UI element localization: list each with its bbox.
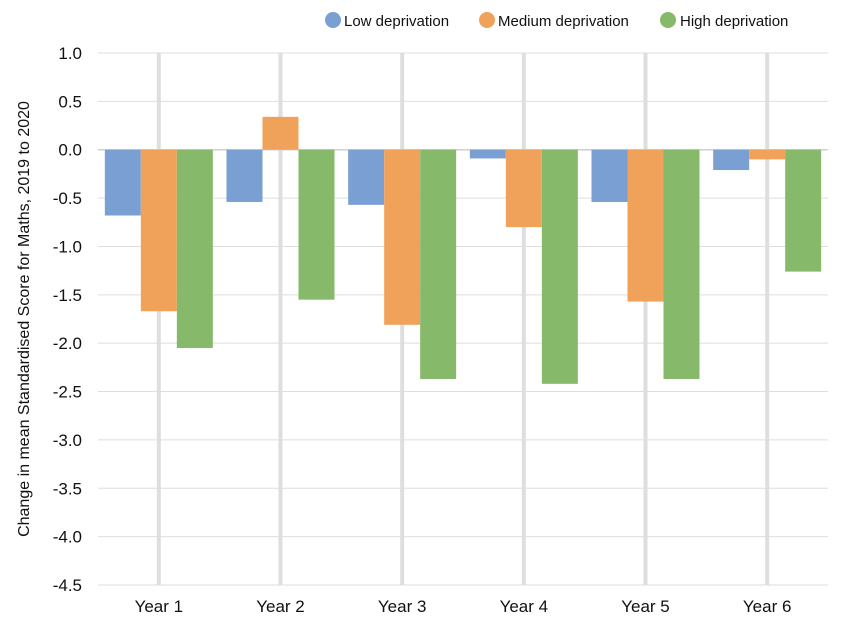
bar-high-deprivation-year-2 [298, 149, 335, 300]
x-category-label: Year 1 [135, 597, 184, 616]
x-category-label: Year 5 [621, 597, 670, 616]
legend-marker-medium-deprivation [479, 12, 495, 28]
bar-high-deprivation-year-6 [785, 149, 822, 272]
y-tick-label: -1.5 [53, 286, 82, 305]
y-tick-label: -3.5 [53, 479, 82, 498]
x-category-label: Year 4 [500, 597, 549, 616]
bar-low-deprivation-year-5 [591, 149, 628, 202]
bar-medium-deprivation-year-6 [749, 149, 786, 160]
bar-low-deprivation-year-6 [713, 149, 750, 171]
legend-label-high-deprivation: High deprivation [680, 13, 788, 30]
bar-medium-deprivation-year-5 [627, 149, 664, 302]
x-category-label: Year 3 [378, 597, 427, 616]
bar-high-deprivation-year-1 [176, 149, 213, 349]
y-tick-label: 1.0 [58, 44, 82, 63]
bar-series [104, 116, 822, 384]
legend-marker-low-deprivation [325, 12, 341, 28]
bar-high-deprivation-year-4 [541, 149, 578, 384]
y-tick-label: 0.5 [58, 92, 82, 111]
y-tick-label: 0.0 [58, 141, 82, 160]
legend-label-low-deprivation: Low deprivation [344, 13, 449, 30]
bar-low-deprivation-year-4 [469, 149, 506, 159]
y-axis-title: Change in mean Standardised Score for Ma… [16, 101, 33, 537]
bar-medium-deprivation-year-2 [262, 116, 299, 150]
y-tick-label: -3.0 [53, 431, 82, 450]
legend-marker-high-deprivation [660, 12, 676, 28]
y-tick-label: -2.5 [53, 383, 82, 402]
y-tick-label: -4.0 [53, 528, 82, 547]
bar-low-deprivation-year-3 [348, 149, 385, 205]
legend-label-medium-deprivation: Medium deprivation [498, 13, 629, 30]
y-tick-label: -2.0 [53, 334, 82, 353]
bar-low-deprivation-year-2 [226, 149, 263, 202]
x-category-label: Year 2 [256, 597, 305, 616]
bar-high-deprivation-year-3 [420, 149, 457, 379]
x-category-label: Year 6 [743, 597, 792, 616]
bar-medium-deprivation-year-1 [140, 149, 177, 312]
y-tick-label: -0.5 [53, 189, 82, 208]
grid-lines [98, 52, 828, 586]
axes: 1.0 0.5 0.0 -0.5 -1.0 -1.5 -2.0 -2.5 -3.0 -3.5 -4.… [53, 44, 792, 616]
bar-medium-deprivation-year-4 [505, 149, 542, 228]
legend: Low deprivation Medium deprivation High de… [325, 12, 788, 30]
y-tick-label: -1.0 [53, 237, 82, 256]
bar-high-deprivation-year-5 [663, 149, 700, 379]
bar-low-deprivation-year-1 [104, 149, 141, 216]
y-tick-label: -4.5 [53, 576, 82, 595]
bar-medium-deprivation-year-3 [384, 149, 421, 325]
